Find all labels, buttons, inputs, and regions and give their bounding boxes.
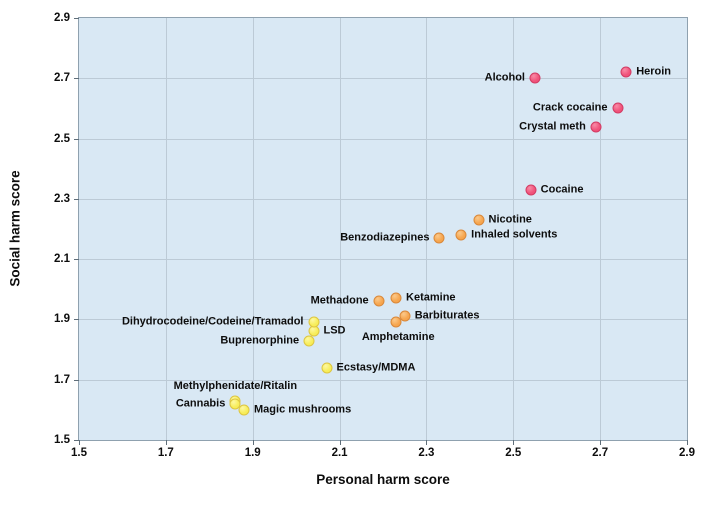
gridline-x-1.7 (165, 18, 167, 440)
y-tick-label-2.9: 2.9 (54, 12, 70, 24)
x-tick-1.5 (79, 440, 80, 445)
x-tick-2.5 (513, 440, 515, 445)
gridline-x-1.9 (252, 18, 254, 440)
gridline-y-1.7 (79, 379, 687, 381)
gridline-x-2.7 (600, 18, 602, 440)
y-tick-1.5 (74, 440, 79, 441)
x-tick-label-2.5: 2.5 (505, 447, 522, 459)
ticks-layer: 1.5 1.7 1.9 2.1 2.3 2.5 2.7 2.9 1.5 1.7 1.9 2.1 2.3 2… (54, 12, 695, 459)
gridline-x-2.3 (426, 18, 428, 440)
gridline-y-2.3 (79, 198, 687, 200)
y-tick-1.9 (74, 319, 79, 321)
y-tick-label-2.1: 2.1 (54, 253, 70, 266)
point-ketamine (390, 292, 402, 304)
gridline-x-2.1 (339, 18, 341, 440)
point-cannabis (229, 398, 241, 410)
gridlines-layer (79, 18, 687, 440)
plot-area: 1.5 1.7 1.9 2.1 2.3 2.5 2.7 2.9 1.5 1.7 1.9 2.1 2.3 2… (54, 12, 695, 459)
point-dihydrocodeine-codeine-tramadol (308, 316, 319, 328)
y-tick-label-1.7: 1.7 (54, 373, 70, 386)
x-tick-2.3 (426, 440, 428, 445)
point-label-ecstasy-mdma: Ecstasy/MDMA (336, 361, 416, 374)
y-tick-2.7 (74, 78, 79, 80)
point-label-cannabis: Cannabis (175, 397, 226, 410)
point-magic-mushrooms (238, 404, 250, 416)
point-alcohol (529, 72, 541, 84)
point-label-nicotine: Nicotine (488, 213, 532, 226)
gridline-y-2.7 (79, 78, 687, 80)
point-benzodiazepines (433, 232, 445, 244)
x-tick-label-1.7: 1.7 (157, 447, 174, 459)
y-tick-label-2.7: 2.7 (54, 72, 70, 85)
point-amphetamine (390, 316, 402, 328)
point-label-methadone: Methadone (310, 294, 369, 307)
y-tick-label-2.5: 2.5 (54, 132, 70, 145)
point-cocaine (525, 184, 537, 196)
y-tick-label-2.3: 2.3 (54, 192, 70, 205)
point-label-alcohol: Alcohol (484, 71, 525, 84)
point-label-benzodiazepines: Benzodiazepines (340, 231, 430, 244)
point-labels-layer: Heroin Alcohol Crack cocaine Crystal meth Co… (79, 18, 687, 440)
point-crystal-meth (590, 121, 602, 132)
y-tick-2.1 (74, 259, 79, 261)
y-tick-2.9 (74, 18, 79, 19)
x-tick-1.9 (252, 440, 254, 445)
point-crack-cocaine (612, 102, 623, 114)
point-heroin (620, 66, 632, 78)
point-inhaled-solvents (455, 229, 467, 241)
x-tick-2.1 (339, 440, 341, 445)
point-nicotine (473, 214, 485, 226)
y-tick-label-1.5: 1.5 (54, 434, 70, 446)
y-tick-1.7 (74, 379, 79, 381)
point-label-barbiturates: Barbiturates (414, 309, 480, 322)
x-tick-1.7 (165, 440, 167, 445)
point-label-methylphenidate-ritalin: Methylphenidate/Ritalin (173, 379, 298, 392)
point-label-lsd: LSD (323, 324, 346, 337)
x-axis-title: Personal harm score (316, 472, 450, 487)
gridline-y-1.9 (79, 319, 687, 321)
point-label-crystal-meth: Crystal meth (519, 119, 586, 132)
point-label-crack-cocaine: Crack cocaine (532, 101, 608, 114)
x-tick-label-1.9: 1.9 (244, 447, 261, 459)
x-tick-label-2.7: 2.7 (592, 447, 609, 459)
point-barbiturates (399, 310, 411, 322)
x-tick-2.9 (687, 440, 688, 445)
x-tick-label-2.3: 2.3 (418, 447, 435, 459)
x-tick-2.7 (600, 440, 602, 445)
point-label-dihydrocodeine-codeine-tramadol: Dihydrocodeine/Codeine/Tramadol (121, 315, 304, 328)
point-label-cocaine: Cocaine (540, 183, 584, 196)
point-label-inhaled-solvents: Inhaled solvents (471, 228, 558, 241)
point-label-amphetamine: Amphetamine (361, 331, 435, 344)
point-ecstasy-mdma (321, 362, 333, 374)
y-tick-2.3 (74, 198, 79, 200)
point-label-heroin: Heroin (636, 65, 672, 78)
gridline-y-2.5 (79, 138, 687, 140)
point-label-buprenorphine: Buprenorphine (220, 333, 300, 346)
point-label-ketamine: Ketamine (406, 291, 456, 304)
point-methadone (373, 295, 385, 307)
x-tick-label-2.1: 2.1 (331, 447, 348, 459)
points-layer (79, 18, 687, 440)
point-label-magic-mushrooms: Magic mushrooms (254, 403, 352, 416)
x-tick-label-2.9: 2.9 (679, 447, 695, 459)
y-tick-label-1.9: 1.9 (54, 313, 70, 326)
x-tick-label-1.5: 1.5 (71, 447, 87, 459)
y-axis-title: Social harm score (7, 170, 23, 287)
gridline-y-2.1 (79, 259, 687, 261)
gridline-x-2.5 (513, 18, 515, 440)
y-tick-2.5 (74, 138, 79, 140)
